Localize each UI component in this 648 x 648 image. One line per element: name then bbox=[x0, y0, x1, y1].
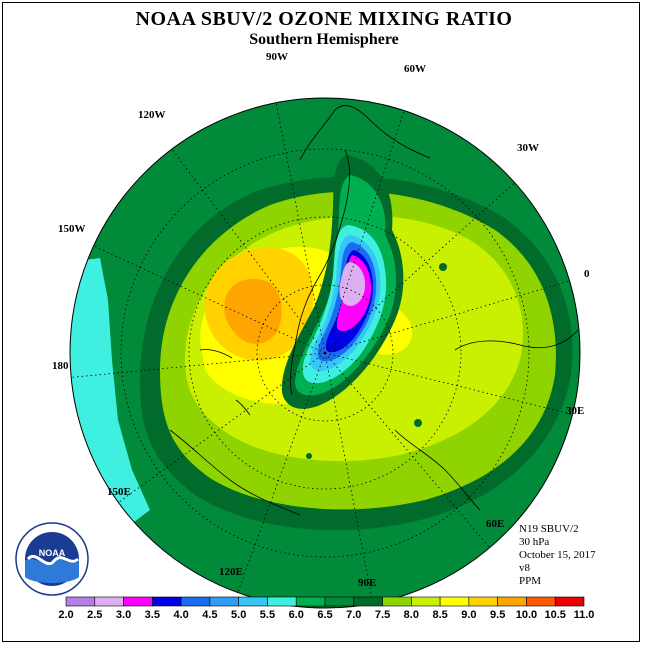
coastline-antarctic-peninsula bbox=[289, 149, 351, 396]
map-border bbox=[69, 97, 581, 609]
colorbar-tick-label: 2.5 bbox=[87, 609, 102, 621]
noaa-logo: NOAA bbox=[15, 522, 89, 596]
lon-label-30w: 30W bbox=[517, 142, 539, 154]
colorbar-tick-label: 2.0 bbox=[58, 609, 73, 621]
figure-frame bbox=[2, 2, 640, 642]
colorbar-swatch bbox=[152, 596, 182, 607]
colorbar-tick-label: 11.0 bbox=[574, 609, 595, 621]
coastlines bbox=[169, 105, 579, 516]
colorbar-tick-label: 9.5 bbox=[490, 609, 505, 621]
colorbar-tick-label: 7.0 bbox=[346, 609, 361, 621]
lon-label-150w: 150W bbox=[58, 223, 86, 235]
coastline-africa bbox=[454, 329, 579, 351]
coastline-indian bbox=[394, 429, 481, 511]
region-patch bbox=[439, 263, 447, 271]
lon-label-120e: 120E bbox=[219, 566, 243, 578]
colorbar-swatch bbox=[324, 596, 355, 607]
region-high-9.5 bbox=[224, 279, 282, 344]
lon-label-60e: 60E bbox=[486, 518, 505, 530]
colorbar-swatch bbox=[353, 596, 383, 607]
colorbar-tick-label: 4.0 bbox=[173, 609, 188, 621]
coastline-south-america bbox=[299, 105, 431, 161]
colorbar-tick-label: 9.0 bbox=[461, 609, 476, 621]
colorbar-swatch bbox=[411, 596, 441, 607]
lon-label-120w: 120W bbox=[138, 109, 166, 121]
info-date: October 15, 2017 bbox=[519, 549, 596, 561]
map-title: NOAA SBUV/2 OZONE MIXING RATIO bbox=[135, 8, 513, 30]
colorbar-tick-label: 5.5 bbox=[260, 609, 275, 621]
lon-label-180: 180 bbox=[52, 360, 69, 372]
info-version: v8 bbox=[519, 562, 530, 574]
colorbar-tick-label: 3.5 bbox=[145, 609, 160, 621]
colorbar-tick-label: 10.5 bbox=[545, 609, 566, 621]
region-vortex-2.5 bbox=[339, 262, 366, 306]
colorbar-tick-label: 7.5 bbox=[375, 609, 390, 621]
info-level: 30 hPa bbox=[519, 536, 550, 548]
colorbar-swatch bbox=[238, 596, 268, 607]
colorbar-tick-label: 6.0 bbox=[289, 609, 304, 621]
colorbar-tick-label: 4.5 bbox=[202, 609, 217, 621]
colorbar-swatch bbox=[65, 596, 96, 607]
info-units: PPM bbox=[519, 575, 542, 587]
colorbar-swatch bbox=[468, 596, 498, 607]
noaa-logo-text: NOAA bbox=[39, 548, 66, 558]
colorbar-swatch bbox=[382, 596, 412, 607]
lon-label-60w: 60W bbox=[404, 63, 426, 75]
colorbar-swatch bbox=[267, 596, 297, 607]
colorbar-swatch bbox=[209, 596, 239, 607]
colorbar-tick-label: 5.0 bbox=[231, 609, 246, 621]
colorbar-swatch bbox=[497, 596, 527, 607]
colorbar-tick-label: 8.5 bbox=[432, 609, 447, 621]
colorbar-tick-label: 3.0 bbox=[116, 609, 131, 621]
lon-label-90e: 90E bbox=[358, 577, 377, 589]
colorbar-tick-label: 10.0 bbox=[516, 609, 537, 621]
coastline-island-1 bbox=[199, 349, 233, 359]
region-patch bbox=[414, 419, 422, 427]
coastline-island-2 bbox=[235, 399, 251, 416]
colorbar-swatch bbox=[439, 596, 470, 607]
region-patch bbox=[306, 453, 312, 459]
colorbar-swatch bbox=[295, 596, 326, 607]
graticule bbox=[70, 98, 580, 608]
colorbar-tick-label: 6.5 bbox=[317, 609, 332, 621]
lon-label-90w: 90W bbox=[266, 51, 288, 63]
lon-label-0: 0 bbox=[584, 268, 590, 280]
map-fill bbox=[70, 98, 580, 608]
colorbar-swatch bbox=[554, 596, 585, 607]
colorbar-swatch bbox=[526, 596, 556, 607]
colorbar-tick-label: 8.0 bbox=[404, 609, 419, 621]
colorbar-swatch bbox=[180, 596, 211, 607]
lon-label-30e: 30E bbox=[566, 405, 585, 417]
info-block: N19 SBUV/2 30 hPa October 15, 2017 v8 PP… bbox=[519, 523, 596, 588]
colorbar-swatch bbox=[123, 596, 153, 607]
colorbar-swatch bbox=[94, 596, 124, 607]
map-subtitle: Southern Hemisphere bbox=[249, 31, 399, 48]
coastline-australia-nz bbox=[169, 429, 301, 516]
lon-label-150e: 150E bbox=[107, 486, 131, 498]
info-instrument: N19 SBUV/2 bbox=[519, 523, 579, 535]
